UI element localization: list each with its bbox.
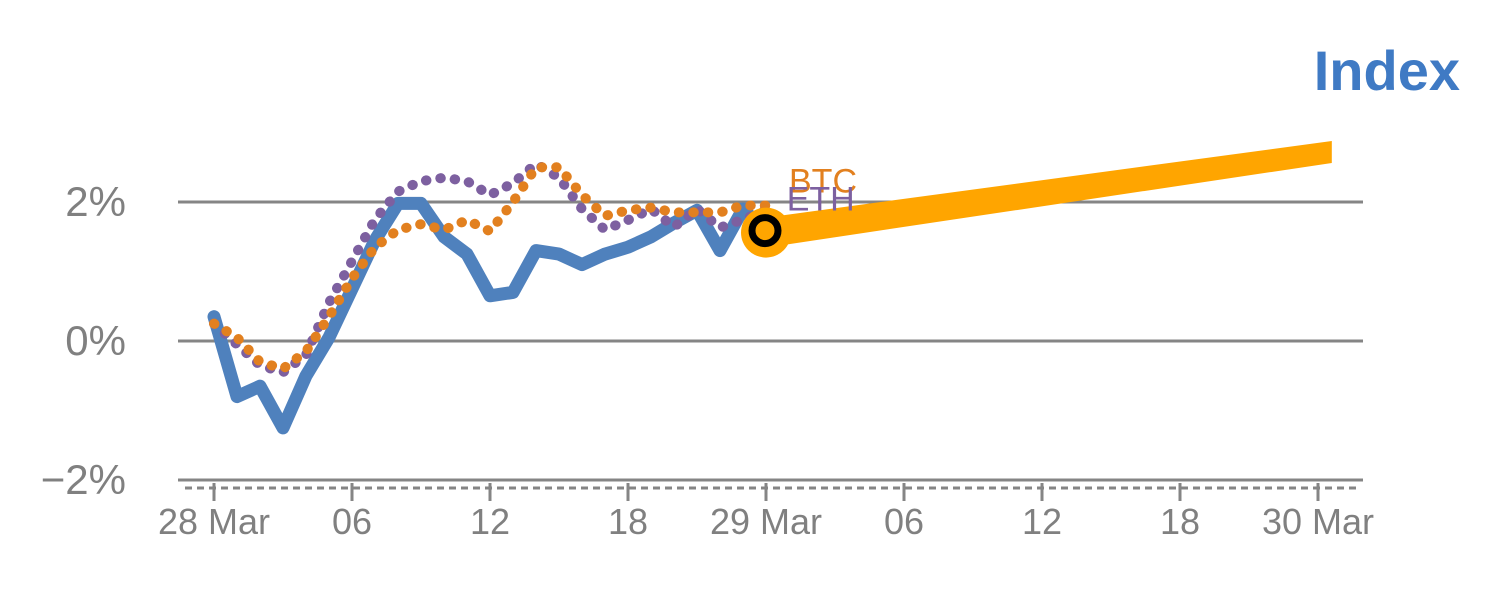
x-tick-label: 06 xyxy=(884,501,924,542)
current-value-marker xyxy=(748,214,782,248)
series-line-btc xyxy=(209,162,771,374)
series-line-eth xyxy=(209,158,771,378)
index-projection-band xyxy=(766,140,1332,248)
chart-title-index: Index xyxy=(1313,39,1460,102)
x-tick-label: 18 xyxy=(1160,501,1200,542)
x-tick-label: 18 xyxy=(608,501,648,542)
x-tick-label: 29 Mar xyxy=(710,501,822,542)
x-tick-label: 30 Mar xyxy=(1262,501,1374,542)
y-tick-label: −2% xyxy=(41,456,126,503)
series-label-btc: BTC xyxy=(789,162,857,200)
y-tick-label: 2% xyxy=(65,178,126,225)
series-line-index xyxy=(207,196,773,435)
x-tick-label: 12 xyxy=(1022,501,1062,542)
series-label-eth: ETH xyxy=(787,180,855,218)
x-tick-label: 12 xyxy=(470,501,510,542)
y-tick-label: 0% xyxy=(65,317,126,364)
x-tick-label: 28 Mar xyxy=(158,501,270,542)
x-tick-label: 06 xyxy=(332,501,372,542)
